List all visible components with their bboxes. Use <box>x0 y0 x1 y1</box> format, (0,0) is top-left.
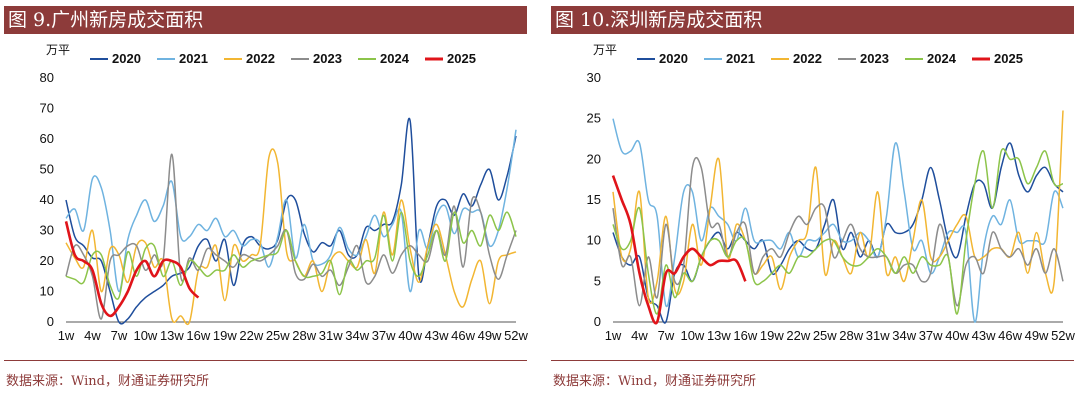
x-tick-label: 25w <box>813 328 837 343</box>
y-tick-label: 10 <box>587 233 601 248</box>
legend-label-2022: 2022 <box>246 51 275 66</box>
source-note: 数据来源：Wind，财通证券研究所 <box>6 374 209 389</box>
y-tick-label: 5 <box>594 273 601 288</box>
x-tick-label: 7w <box>111 328 128 343</box>
source-note: 数据来源：Wind，财通证券研究所 <box>553 374 756 389</box>
y-tick-label: 10 <box>40 284 54 299</box>
x-tick-label: 28w <box>292 328 316 343</box>
y-tick-label: 25 <box>587 111 601 126</box>
x-tick-label: 1w <box>58 328 75 343</box>
shenzhen-chart-panel: 图 10.深圳新房成交面积 万平 0 5 10 15 20 25 30 1w 4w 7w 10w 13w… <box>551 0 1078 401</box>
legend-label-2024: 2024 <box>927 51 957 66</box>
series-line-2022 <box>65 148 517 326</box>
x-tick-label: 43w <box>972 328 996 343</box>
x-tick-label: 10w <box>133 328 157 343</box>
x-tick-label: 16w <box>186 328 210 343</box>
x-tick-label: 4w <box>631 328 648 343</box>
chart-title: 图 9.广州新房成交面积 <box>4 6 527 34</box>
x-tick-label: 37w <box>919 328 943 343</box>
y-tick-label: 40 <box>40 192 54 207</box>
y-tick-label: 30 <box>587 70 601 85</box>
y-tick-label: 20 <box>587 151 601 166</box>
y-tick-label: 60 <box>40 131 54 146</box>
footer-divider <box>4 360 527 361</box>
x-tick-label: 49w <box>1025 328 1049 343</box>
series-line-2021 <box>65 129 517 293</box>
legend-label-2022: 2022 <box>793 51 822 66</box>
x-tick-label: 40w <box>945 328 969 343</box>
x-tick-label: 31w <box>866 328 890 343</box>
x-tick-label: 49w <box>478 328 502 343</box>
x-tick-label: 22w <box>786 328 810 343</box>
legend-label-2025: 2025 <box>994 51 1023 66</box>
chart-title: 图 10.深圳新房成交面积 <box>551 6 1074 34</box>
legend-label-2021: 2021 <box>179 51 208 66</box>
x-tick-label: 31w <box>319 328 343 343</box>
x-tick-label: 10w <box>680 328 704 343</box>
series-line-2023 <box>612 157 1064 307</box>
x-tick-label: 4w <box>84 328 101 343</box>
x-tick-label: 1w <box>605 328 622 343</box>
x-tick-label: 25w <box>266 328 290 343</box>
y-tick-label: 0 <box>594 314 601 329</box>
y-tick-label: 20 <box>40 253 54 268</box>
legend-label-2023: 2023 <box>313 51 342 66</box>
x-tick-label: 52w <box>1051 328 1075 343</box>
x-tick-label: 46w <box>451 328 475 343</box>
y-tick-label: 30 <box>40 223 54 238</box>
x-tick-label: 43w <box>425 328 449 343</box>
series-line-2024 <box>612 148 1064 315</box>
x-tick-label: 46w <box>998 328 1022 343</box>
series-line-2025 <box>64 221 200 318</box>
x-tick-label: 34w <box>892 328 916 343</box>
x-tick-label: 37w <box>372 328 396 343</box>
series-line-2023 <box>65 153 517 320</box>
y-unit-label: 万平 <box>46 43 70 57</box>
x-tick-label: 40w <box>398 328 422 343</box>
y-tick-label: 80 <box>40 70 54 85</box>
footer-divider <box>551 360 1074 361</box>
y-unit-label: 万平 <box>593 43 617 57</box>
series-line-2021 <box>612 118 1064 323</box>
series-line-2025 <box>611 175 747 325</box>
legend-label-2020: 2020 <box>659 51 688 66</box>
x-tick-label: 16w <box>733 328 757 343</box>
series-line-2022 <box>612 110 1064 305</box>
y-tick-label: 0 <box>47 314 54 329</box>
legend-label-2021: 2021 <box>726 51 755 66</box>
x-tick-label: 7w <box>658 328 675 343</box>
legend-label-2024: 2024 <box>380 51 410 66</box>
guangzhou-line-chart: 万平 0 10 20 30 40 50 60 70 80 1w 4w 7w 10w 13w 16w 19w 22w… <box>40 43 529 343</box>
x-tick-label: 19w <box>760 328 784 343</box>
legend-label-2025: 2025 <box>447 51 476 66</box>
y-tick-label: 15 <box>587 192 601 207</box>
x-tick-label: 13w <box>160 328 184 343</box>
y-tick-label: 70 <box>40 101 54 116</box>
legend-label-2020: 2020 <box>112 51 141 66</box>
x-tick-label: 52w <box>504 328 528 343</box>
series-line-2020 <box>65 117 517 325</box>
legend-label-2023: 2023 <box>860 51 889 66</box>
x-tick-label: 28w <box>839 328 863 343</box>
x-tick-label: 34w <box>345 328 369 343</box>
x-tick-label: 13w <box>707 328 731 343</box>
guangzhou-chart-panel: 图 9.广州新房成交面积 万平 0 10 20 30 40 50 60 70 80 1w 4w 7w 10… <box>4 0 531 401</box>
x-tick-label: 22w <box>239 328 263 343</box>
x-tick-label: 19w <box>213 328 237 343</box>
y-tick-label: 50 <box>40 162 54 177</box>
series-line-2020 <box>612 142 1064 324</box>
